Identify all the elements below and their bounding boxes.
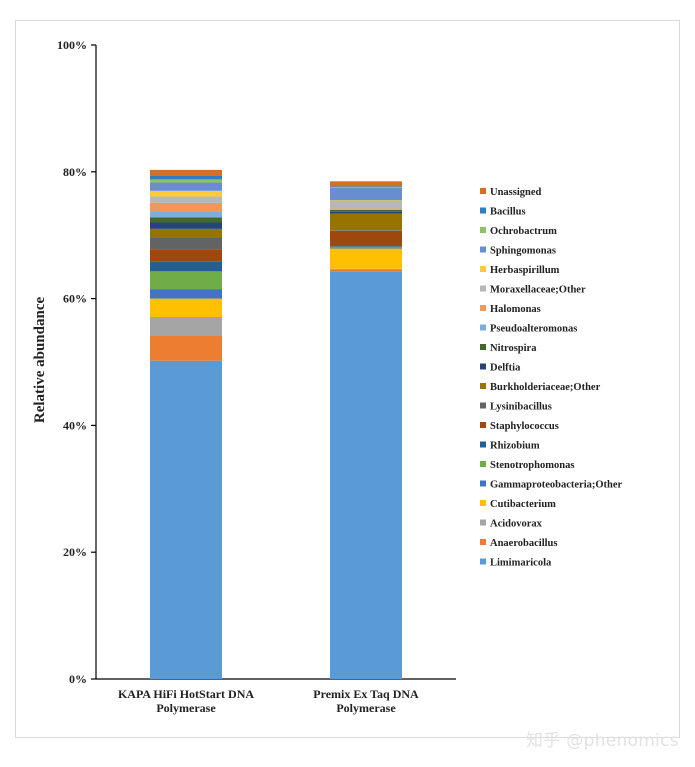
bar-segment: [330, 246, 402, 248]
legend-swatch: [480, 422, 486, 428]
legend-label: Pseudoalteromonas: [490, 324, 577, 335]
bar-segment: [330, 230, 402, 231]
y-tick-label: 100%: [57, 38, 87, 52]
legend-label: Halomonas: [490, 304, 541, 315]
bar-segment: [330, 211, 402, 214]
x-category-label: Polymerase: [156, 701, 216, 715]
legend-swatch: [480, 500, 486, 506]
bar-segment: [150, 360, 222, 679]
legend-label: Staphylococcus: [490, 421, 559, 432]
bar-segment: [330, 245, 402, 247]
y-tick-label: 40%: [63, 418, 87, 432]
legend-swatch: [480, 305, 486, 311]
legend-label: Moraxellaceae;Other: [490, 285, 586, 296]
legend-swatch: [480, 363, 486, 370]
legend-label: Gammaproteobacteria;Other: [490, 480, 623, 491]
bar-segment: [150, 202, 222, 212]
legend-swatch: [480, 383, 486, 389]
bar-segment: [150, 228, 222, 238]
bar-segment: [150, 249, 222, 262]
legend-label: Nitrospira: [490, 343, 537, 354]
legend-label: Rhizobium: [490, 441, 540, 452]
legend-label: Lysinibacillus: [490, 402, 552, 413]
y-tick-label: 60%: [63, 292, 87, 306]
bar-segment: [330, 200, 402, 201]
watermark-text: 知乎 @phenomics: [526, 731, 679, 751]
legend-swatch: [480, 558, 486, 565]
legend-swatch: [480, 246, 486, 253]
bar-segment: [150, 179, 222, 183]
y-tick-label: 20%: [63, 545, 87, 559]
bar-segment: [330, 208, 402, 210]
bar-segment: [330, 209, 402, 210]
legend-label: Acidovorax: [490, 519, 543, 530]
legend-swatch: [480, 441, 486, 448]
legend-swatch: [480, 207, 486, 214]
legend-swatch: [480, 461, 486, 467]
legend-label: Burkholderiaceae;Other: [490, 382, 601, 393]
bar-segment: [150, 211, 222, 218]
legend-swatch: [480, 188, 486, 194]
bar-segment: [150, 190, 222, 197]
legend-swatch: [480, 519, 486, 526]
bar-segment: [150, 298, 222, 317]
bar-segment: [330, 181, 402, 187]
legend-label: Anaerobacillus: [490, 538, 557, 549]
legend-swatch: [480, 344, 486, 350]
legend-swatch: [480, 227, 486, 233]
bar-segment: [150, 289, 222, 299]
bar-segment: [330, 247, 402, 249]
bar-segment: [330, 186, 402, 188]
x-category-label: KAPA HiFi HotStart DNA: [118, 687, 254, 701]
legend-label: Stenotrophomonas: [490, 460, 574, 471]
x-category-label: Premix Ex Taq DNA: [313, 687, 419, 701]
bar-segment: [330, 269, 402, 272]
bar-segment: [150, 169, 222, 176]
x-category-label: Polymerase: [336, 701, 396, 715]
y-tick-label: 0%: [69, 672, 87, 686]
legend-label: Limimaricola: [490, 558, 552, 569]
legend-label: Delftia: [490, 363, 521, 374]
bar-segment: [150, 175, 222, 180]
legend-swatch: [480, 539, 486, 545]
bar-segment: [330, 230, 402, 246]
bar-segment: [330, 213, 402, 231]
bar-segment: [150, 316, 222, 337]
legend-swatch: [480, 285, 486, 292]
legend-label: Unassigned: [490, 187, 542, 198]
bar-segment: [150, 271, 222, 290]
bar-segment: [150, 237, 222, 250]
bar-segment: [330, 187, 402, 201]
bar-segment: [150, 336, 222, 361]
bar-segment: [150, 217, 222, 223]
y-tick-label: 80%: [63, 165, 87, 179]
legend-swatch: [480, 402, 486, 409]
bar-segment: [330, 209, 402, 212]
bar-segment: [330, 268, 402, 270]
figure-frame: [15, 20, 680, 738]
legend-label: Herbaspirillum: [490, 265, 560, 276]
bar-segment: [150, 182, 222, 191]
y-axis-label: Relative abundance: [32, 297, 48, 424]
bar-segment: [330, 248, 402, 269]
legend-swatch: [480, 480, 486, 487]
legend-label: Bacillus: [490, 207, 526, 218]
legend-label: Cutibacterium: [490, 499, 556, 510]
bar-segment: [150, 196, 222, 203]
legend-label: Ochrobactrum: [490, 226, 557, 237]
legend-swatch: [480, 324, 486, 331]
bar-segment: [150, 261, 222, 272]
bar-segment: [330, 187, 402, 188]
bar-segment: [150, 222, 222, 229]
legend-label: Sphingomonas: [490, 246, 556, 257]
bar-segment: [330, 200, 402, 209]
legend-swatch: [480, 266, 486, 272]
bar-segment: [330, 271, 402, 679]
